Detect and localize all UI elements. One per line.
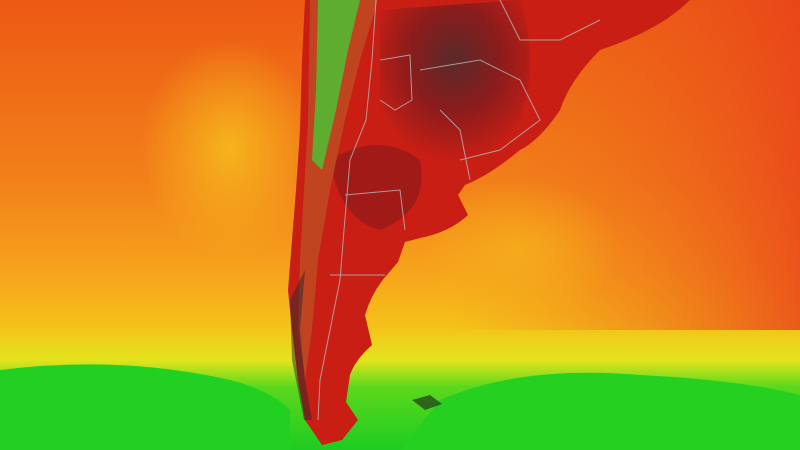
andes-cool-peaks: [312, 0, 360, 170]
border-line: [379, 54, 413, 111]
borders: [317, 0, 601, 421]
border-line: [439, 109, 471, 181]
hot-region: [330, 145, 422, 230]
border-line: [419, 59, 541, 161]
border-line: [344, 189, 406, 231]
cold-region-west: [0, 364, 290, 450]
border-line: [499, 0, 601, 41]
chile-fjords: [290, 270, 312, 420]
border-line: [317, 0, 377, 421]
hot-core-region: [380, 0, 530, 170]
cold-region-east: [400, 372, 800, 450]
ocean-cool-patch: [420, 180, 620, 320]
ocean-cool-patch: [140, 40, 320, 260]
islands: [412, 395, 442, 410]
